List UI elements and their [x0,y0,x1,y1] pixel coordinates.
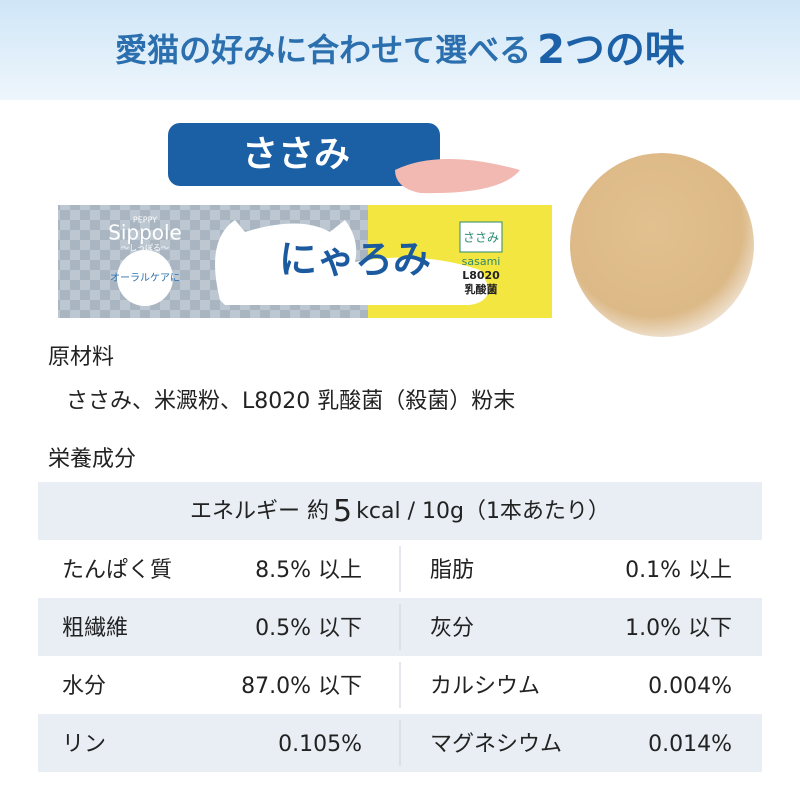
energy-unit: kcal / 10g [356,499,464,524]
nutrient-label: たんぱく質 [62,558,172,583]
nutrient-label: 水分 [62,674,106,699]
nutrient-value: 0.1% 以上 [625,558,732,583]
nutrient-label: 灰分 [430,616,474,641]
brand-reading: 〜しっぽる〜 [121,244,169,253]
brand-small: PEPPY [133,216,157,225]
badge: オーラルケアに [110,272,180,284]
ingredients-text: ささみ、米澱粉、L8020 乳酸菌（殺菌）粉末 [66,389,515,414]
nutrient-label: リン [62,732,106,757]
chicken-illustration [395,159,520,194]
nutrient-value: 0.105% [278,732,362,757]
cat-shape [215,220,488,305]
header-band [0,0,800,100]
title-text: 愛猫の好みに合わせて選べる [115,31,531,69]
flavor-tag-box [459,221,503,253]
nutrition-heading: 栄養成分 [48,447,136,472]
nutrient-label: 脂肪 [430,558,474,583]
product-name: にゃろみ [279,238,431,282]
flavor-tag: ささみ [463,231,499,245]
strain-type: 乳酸菌 [465,282,498,296]
flavor-name: ささみ [242,134,350,175]
nutrient-value: 0.5% 以下 [255,616,362,641]
flavor-romaji: sasami [462,255,501,268]
page-title: 愛猫の好みに合わせて選べる 2つの味 [115,27,685,73]
nutrient-label: カルシウム [430,674,540,699]
nutrient-value: 0.014% [648,732,732,757]
nutrient-label: 粗繊維 [62,616,128,641]
energy-note: （1本あたり） [464,499,610,524]
energy: エネルギー 約 5 kcal / 10g（1本あたり） [190,494,610,529]
brand: Sippole [108,221,182,245]
ingredients-heading: 原材料 [48,345,114,370]
flavor-pill [168,123,440,186]
energy-label: エネルギー 約 [190,499,329,524]
energy-amount: 5 [333,494,352,529]
nutrient-value: 1.0% 以下 [625,616,732,641]
nutrient-value: 0.004% [648,674,732,699]
nutrient-label: マグネシウム [430,732,562,757]
strain: L8020 [462,269,500,282]
paste-photo [570,153,754,337]
nutrient-value: 87.0% 以下 [241,674,362,699]
energy-row [38,482,762,540]
title-emphasis: 2つの味 [537,27,685,73]
nutrient-value: 8.5% 以上 [255,558,362,583]
badge-bg [117,250,173,306]
